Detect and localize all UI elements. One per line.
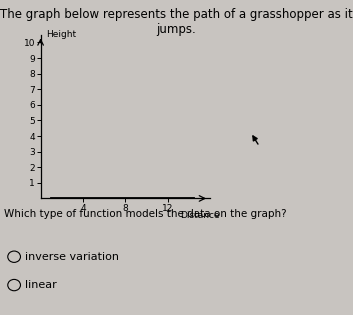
Text: The graph below represents the path of a grasshopper as it jumps.: The graph below represents the path of a…	[0, 8, 353, 36]
Text: inverse variation: inverse variation	[25, 252, 119, 262]
Text: linear: linear	[25, 280, 56, 290]
Text: Which type of function models the data on the graph?: Which type of function models the data o…	[4, 209, 286, 220]
Text: Distance: Distance	[180, 211, 219, 220]
Text: Height: Height	[46, 30, 76, 39]
